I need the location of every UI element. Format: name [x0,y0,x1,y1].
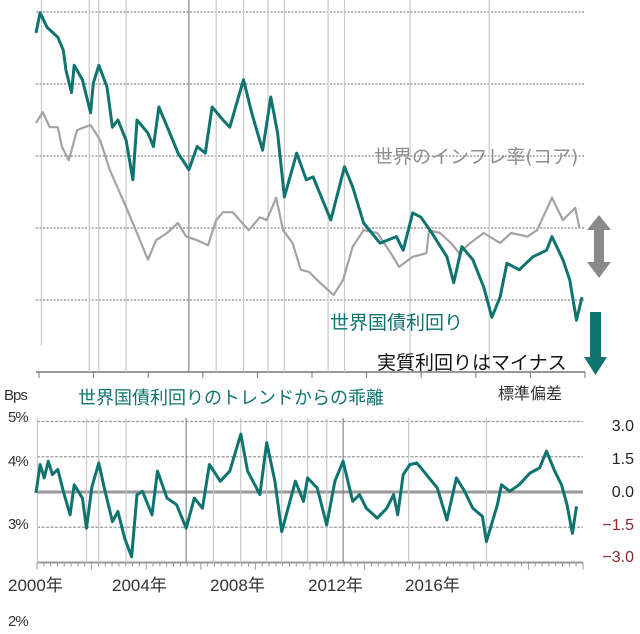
right-tick-label: 1.5 [611,451,634,468]
inflation-line [35,110,581,297]
yield-line [34,11,584,322]
deviation-line [34,432,578,559]
right-tick-label: 0.0 [611,484,634,501]
left-tick-label: 4% [8,453,29,470]
gray-double-arrow-icon [587,215,611,278]
left-tick-label: 3% [8,516,29,533]
right-tick-label: −1.5 [602,517,634,534]
yield-series-label: 世界国債利回り [330,312,464,334]
bottom-chart-title: 世界国債利回りのトレンドからの乖離 [78,388,384,409]
bottom-panel-series [34,432,578,559]
bottom-panel-grid [36,420,584,570]
teal-down-arrow-icon [584,312,607,375]
left-tick-label: 5% [8,409,29,426]
top-panel-grid [36,11,586,378]
inflation-series-label: 世界のインフレ率(コア) [374,146,579,168]
x-tick-label: 2004年 [112,576,167,595]
x-tick-label: 2012年 [308,576,363,595]
top-panel-event-lines [40,0,490,372]
real-yield-note: 実質利回りはマイナス [377,352,567,374]
bps-label: Bps [4,387,28,404]
x-tick-label: 2016年 [405,576,460,595]
left-tick-label: 2% [8,613,29,630]
x-tick-label: 2000年 [8,576,63,595]
x-tick-label: 2008年 [210,576,265,595]
right-tick-label: −3.0 [602,549,634,566]
top-panel-series [34,11,584,322]
std-dev-label: 標準偏差 [498,384,563,403]
right-tick-label: 3.0 [611,418,634,435]
